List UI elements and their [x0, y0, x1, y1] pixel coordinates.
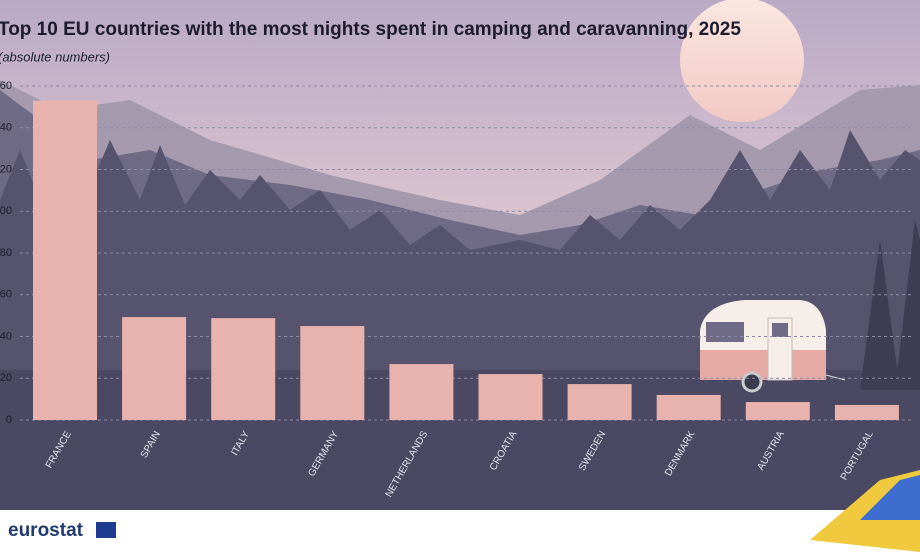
bar — [745, 402, 810, 420]
chart-title: Top 10 EU countries with the most nights… — [0, 19, 741, 40]
bar — [300, 326, 365, 420]
y-tick-label: 60 — [0, 289, 12, 301]
bar — [656, 394, 721, 420]
bar — [122, 317, 187, 420]
chart-subtitle: (absolute numbers) — [0, 49, 110, 64]
y-tick-label: 20 — [0, 372, 12, 384]
y-tick-label: 0 — [6, 414, 12, 426]
y-tick-label: 100 — [0, 205, 12, 217]
bar — [211, 318, 276, 420]
y-tick-label: 120 — [0, 163, 12, 175]
bar — [834, 404, 899, 420]
bar — [567, 384, 632, 420]
y-tick-label: 80 — [0, 247, 12, 259]
y-tick-label: 140 — [0, 122, 12, 134]
y-tick-label: 40 — [0, 330, 12, 342]
y-tick-label: 160 — [0, 80, 12, 92]
bar — [33, 100, 97, 421]
logo: eurostat — [8, 520, 84, 541]
bar — [389, 364, 454, 420]
bar — [478, 374, 543, 420]
